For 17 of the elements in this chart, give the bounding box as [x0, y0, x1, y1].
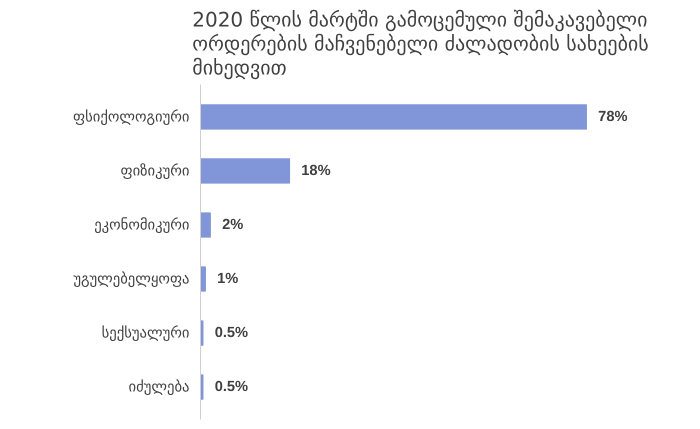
y-tick-label: იძულება [128, 378, 190, 396]
y-tick-label: უგულებელყოფა [73, 270, 190, 288]
data-label: 78% [598, 108, 628, 125]
bar [200, 104, 587, 130]
data-label: 2% [222, 216, 244, 233]
chart-title: 2020 წლის მარტში გამოცემული შემაკავებელი ორდერების მაჩვენებელი ძალადობის სახეების მიხედვით [192, 8, 649, 80]
data-label: 18% [301, 162, 331, 179]
data-label: 1% [217, 271, 238, 288]
y-tick-label: ფიზიკური [120, 162, 190, 180]
y-tick-label: ეკონომიკური [94, 216, 190, 234]
bar [200, 266, 206, 292]
bar [200, 158, 290, 184]
y-tick-label: სექსუალური [102, 324, 190, 342]
data-label: 0.5% [214, 325, 248, 342]
data-label: 0.5% [214, 379, 248, 396]
y-tick-label: ფსიქოლოგიური [72, 108, 190, 126]
bar [200, 212, 211, 238]
